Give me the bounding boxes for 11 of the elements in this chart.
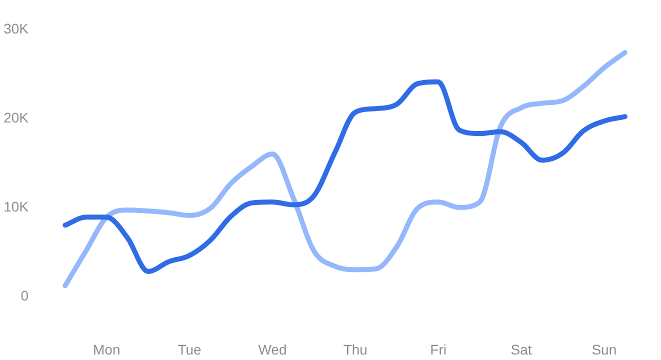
x-tick-label: Mon — [93, 342, 120, 358]
x-tick-label: Sat — [510, 342, 532, 358]
y-tick-label: 10K — [4, 198, 30, 214]
y-tick-label: 20K — [4, 110, 30, 126]
x-tick-label: Thu — [343, 342, 368, 358]
x-tick-label: Wed — [258, 342, 287, 358]
y-tick-label: 0 — [20, 288, 29, 304]
x-tick-label: Tue — [178, 342, 202, 358]
x-tick-label: Sun — [592, 342, 617, 358]
y-tick-label: 30K — [4, 20, 30, 36]
x-tick-label: Fri — [430, 342, 446, 358]
